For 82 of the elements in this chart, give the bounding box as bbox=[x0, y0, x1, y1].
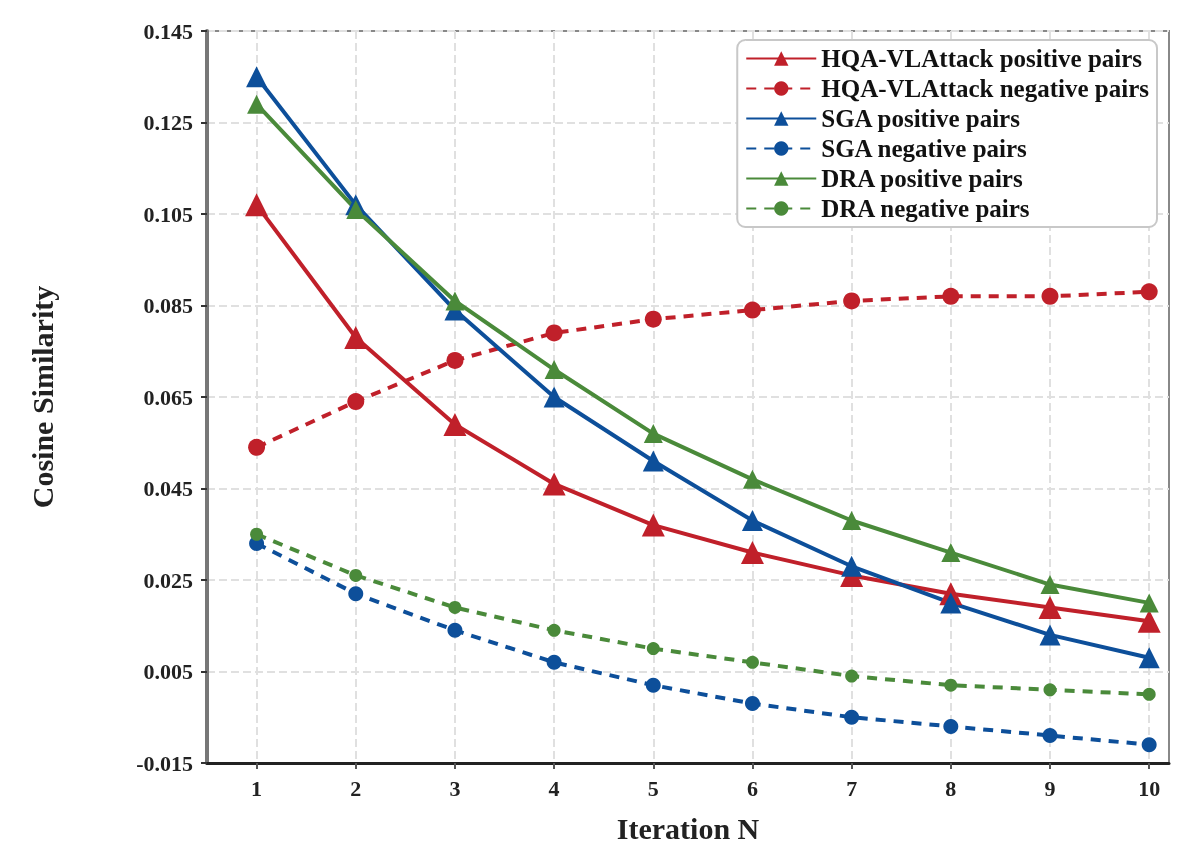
point bbox=[645, 677, 661, 693]
point bbox=[443, 412, 467, 436]
point bbox=[247, 94, 267, 114]
x-tick-label: 7 bbox=[846, 775, 858, 801]
point bbox=[448, 600, 462, 614]
point bbox=[1141, 737, 1157, 753]
point bbox=[1137, 609, 1161, 633]
point bbox=[547, 623, 561, 637]
y-tick-label: 0.105 bbox=[143, 201, 193, 227]
point bbox=[543, 386, 565, 408]
point bbox=[1039, 624, 1061, 646]
y-tick-label: -0.015 bbox=[136, 750, 193, 776]
point bbox=[643, 424, 663, 444]
point bbox=[843, 292, 861, 310]
x-tick-label: 4 bbox=[548, 775, 560, 801]
point bbox=[545, 324, 563, 342]
point bbox=[744, 696, 760, 712]
legend-label: SGA negative pairs bbox=[821, 135, 1028, 162]
point bbox=[347, 393, 365, 411]
point bbox=[845, 669, 859, 683]
legend-label: DRA negative pairs bbox=[821, 195, 1030, 222]
y-tick-label: 0.065 bbox=[143, 384, 193, 410]
x-tick-label: 6 bbox=[746, 775, 758, 801]
x-axis-title: Iteration N bbox=[616, 811, 760, 845]
point bbox=[841, 555, 863, 577]
point bbox=[646, 642, 660, 656]
point bbox=[1040, 575, 1060, 595]
point bbox=[446, 351, 464, 369]
point bbox=[745, 655, 759, 669]
point bbox=[245, 193, 269, 217]
x-tick-label: 8 bbox=[945, 775, 957, 801]
legend-label: HQA-VLAttack positive pairs bbox=[821, 45, 1143, 72]
point bbox=[349, 568, 363, 582]
x-tick-label: 5 bbox=[647, 775, 659, 801]
x-tick-label: 2 bbox=[350, 775, 362, 801]
point bbox=[940, 592, 962, 614]
x-tick-label: 3 bbox=[449, 775, 461, 801]
point bbox=[346, 199, 366, 219]
point bbox=[842, 511, 862, 531]
y-axis-title: Cosine Similarity bbox=[25, 285, 59, 509]
point bbox=[740, 541, 764, 565]
legend-label: SGA positive pairs bbox=[821, 105, 1021, 132]
point bbox=[943, 718, 959, 734]
point bbox=[642, 450, 664, 472]
legend-label: HQA-VLAttack negative pairs bbox=[821, 75, 1150, 102]
point bbox=[741, 510, 763, 532]
point bbox=[445, 291, 465, 311]
point bbox=[641, 513, 665, 537]
point bbox=[844, 709, 860, 725]
point bbox=[944, 678, 958, 692]
point bbox=[246, 66, 268, 88]
y-tick-label: 0.145 bbox=[143, 18, 193, 44]
point bbox=[1142, 687, 1156, 701]
x-tick-label: 9 bbox=[1044, 775, 1056, 801]
x-tick-label: 1 bbox=[251, 775, 263, 801]
point bbox=[742, 469, 762, 489]
point bbox=[1138, 647, 1160, 669]
legend-label: DRA positive pairs bbox=[821, 165, 1023, 192]
point bbox=[1140, 283, 1158, 301]
point bbox=[1043, 683, 1057, 697]
point bbox=[250, 527, 264, 541]
point bbox=[941, 543, 961, 563]
y-tick-label: 0.085 bbox=[143, 293, 193, 318]
y-tick-label: 0.005 bbox=[143, 659, 193, 684]
point bbox=[644, 310, 662, 328]
point bbox=[348, 586, 364, 602]
point bbox=[942, 287, 960, 305]
point bbox=[344, 326, 368, 350]
point bbox=[743, 301, 761, 319]
point bbox=[542, 472, 566, 496]
y-tick-label: 0.125 bbox=[143, 110, 193, 135]
point bbox=[1139, 593, 1159, 613]
y-tick-label: 0.025 bbox=[143, 567, 193, 593]
point bbox=[1041, 287, 1059, 305]
point bbox=[447, 622, 463, 638]
point bbox=[546, 654, 562, 670]
point bbox=[1042, 728, 1058, 744]
point bbox=[544, 360, 564, 380]
point bbox=[248, 438, 266, 456]
y-tick-label: 0.045 bbox=[143, 476, 193, 501]
x-tick-label: 10 bbox=[1138, 775, 1161, 801]
point bbox=[1038, 595, 1062, 619]
